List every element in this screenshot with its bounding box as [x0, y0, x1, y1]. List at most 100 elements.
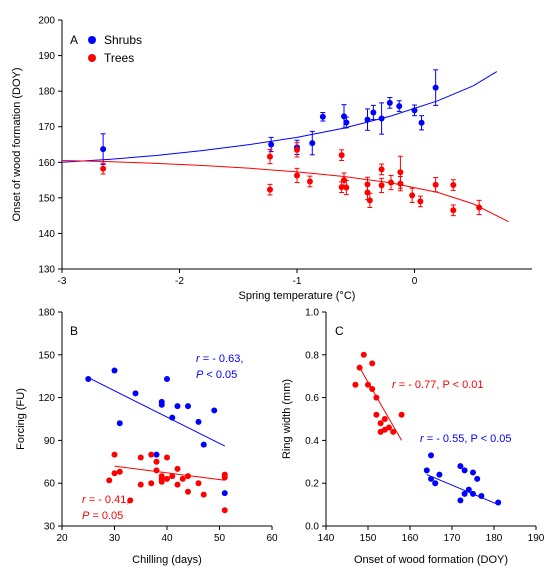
data-point — [338, 152, 345, 159]
y-tick-label: 0.4 — [305, 436, 319, 447]
data-point — [158, 473, 165, 480]
panel-c: 0.0 0.2 0.4 0.6 0.8 1.0 140 150 160 170 180 190 Onse… — [281, 308, 545, 567]
data-point — [158, 478, 165, 485]
y-tick-label: 1.0 — [305, 308, 319, 319]
y-tick-label: 0.0 — [305, 522, 319, 533]
data-point — [352, 381, 359, 388]
data-point — [465, 486, 472, 493]
data-point — [185, 473, 191, 480]
x-tick-label: 150 — [360, 533, 377, 544]
data-point — [397, 169, 404, 176]
data-point — [470, 469, 476, 476]
y-tick-label: 120 — [38, 393, 55, 404]
data-point — [450, 207, 457, 214]
y-tick-label: 140 — [38, 229, 55, 240]
y-tick-label: 0.6 — [305, 393, 319, 404]
data-point — [366, 197, 373, 204]
x-tick-label: 60 — [266, 533, 278, 544]
x-tick-label: 180 — [486, 533, 503, 544]
data-point — [386, 99, 393, 106]
data-point — [268, 141, 275, 148]
data-point — [200, 491, 207, 498]
correlation-annotation: P = 0.05 — [82, 510, 123, 522]
data-point — [378, 166, 385, 173]
data-point — [343, 119, 350, 126]
data-point — [221, 490, 228, 497]
y-tick-label: 200 — [38, 16, 55, 27]
data-point — [309, 140, 316, 147]
data-point — [148, 480, 155, 487]
data-point — [478, 493, 485, 500]
panel-letter: C — [335, 324, 344, 338]
x-tick-label: 140 — [318, 533, 335, 544]
data-point — [211, 407, 218, 414]
correlation-annotation: r = - 0.77, P < 0.01 — [392, 379, 484, 391]
y-tick-label: 60 — [44, 479, 56, 490]
data-point — [396, 103, 403, 110]
data-point — [164, 475, 170, 482]
x-tick-label: -2 — [175, 276, 184, 287]
data-point — [341, 113, 347, 120]
x-tick-label: 0 — [412, 276, 418, 287]
data-point — [111, 451, 118, 458]
y-tick-label: 130 — [38, 265, 55, 276]
data-point — [418, 119, 425, 126]
data-point — [195, 418, 202, 425]
data-point — [137, 481, 144, 488]
x-tick-label: -1 — [293, 276, 302, 287]
correlation-annotation: r = - 0.55, P < 0.05 — [420, 433, 512, 445]
data-point — [185, 488, 191, 495]
data-point — [370, 109, 377, 116]
data-point — [127, 497, 134, 504]
data-point — [457, 497, 464, 504]
y-tick-label: 150 — [38, 193, 55, 204]
data-point — [343, 184, 350, 191]
data-point — [111, 367, 118, 374]
data-point — [294, 146, 300, 153]
data-point — [373, 394, 380, 401]
y-tick-label: 160 — [38, 158, 55, 169]
data-point — [450, 182, 457, 189]
y-tick-label: 90 — [44, 436, 56, 447]
legend-label-shrubs: Shrubs — [104, 33, 142, 47]
data-point — [364, 189, 371, 196]
data-point — [221, 474, 228, 481]
data-point — [432, 84, 439, 91]
data-point — [470, 490, 476, 497]
data-point — [174, 403, 181, 410]
data-point — [195, 480, 202, 487]
data-point — [390, 428, 397, 435]
fit-line — [359, 367, 403, 441]
fit-line — [114, 465, 225, 481]
data-point — [200, 441, 207, 448]
data-point — [174, 465, 181, 472]
data-point — [111, 470, 118, 477]
data-point — [116, 420, 123, 427]
data-point — [100, 165, 107, 172]
correlation-annotation: P < 0.05 — [196, 369, 237, 381]
x-tick-label: 30 — [109, 533, 121, 544]
data-point — [388, 179, 394, 186]
panel-a: 130 140 150 160 170 180 190 200 -3 -2 -1 0 Spring te… — [11, 16, 532, 302]
data-point — [137, 454, 144, 461]
fit-line — [426, 474, 499, 506]
data-point — [356, 364, 363, 371]
data-point — [432, 181, 439, 188]
data-point — [169, 414, 176, 421]
x-axis-title: Spring temperature (°C) — [239, 290, 356, 302]
legend-marker-trees — [88, 54, 96, 62]
data-point — [428, 452, 434, 459]
x-axis-title: Onset of wood formation (DOY) — [354, 554, 508, 566]
y-tick-label: 180 — [38, 87, 55, 98]
y-axis-title: Forcing (FU) — [15, 388, 27, 450]
data-point — [411, 107, 418, 114]
data-point — [409, 192, 416, 199]
data-point — [266, 153, 273, 160]
data-point — [381, 416, 388, 422]
data-point — [461, 467, 468, 474]
panel-letter: A — [70, 33, 78, 47]
data-point — [116, 468, 123, 475]
y-tick-label: 190 — [38, 51, 55, 62]
legend-marker-shrubs — [88, 36, 96, 44]
